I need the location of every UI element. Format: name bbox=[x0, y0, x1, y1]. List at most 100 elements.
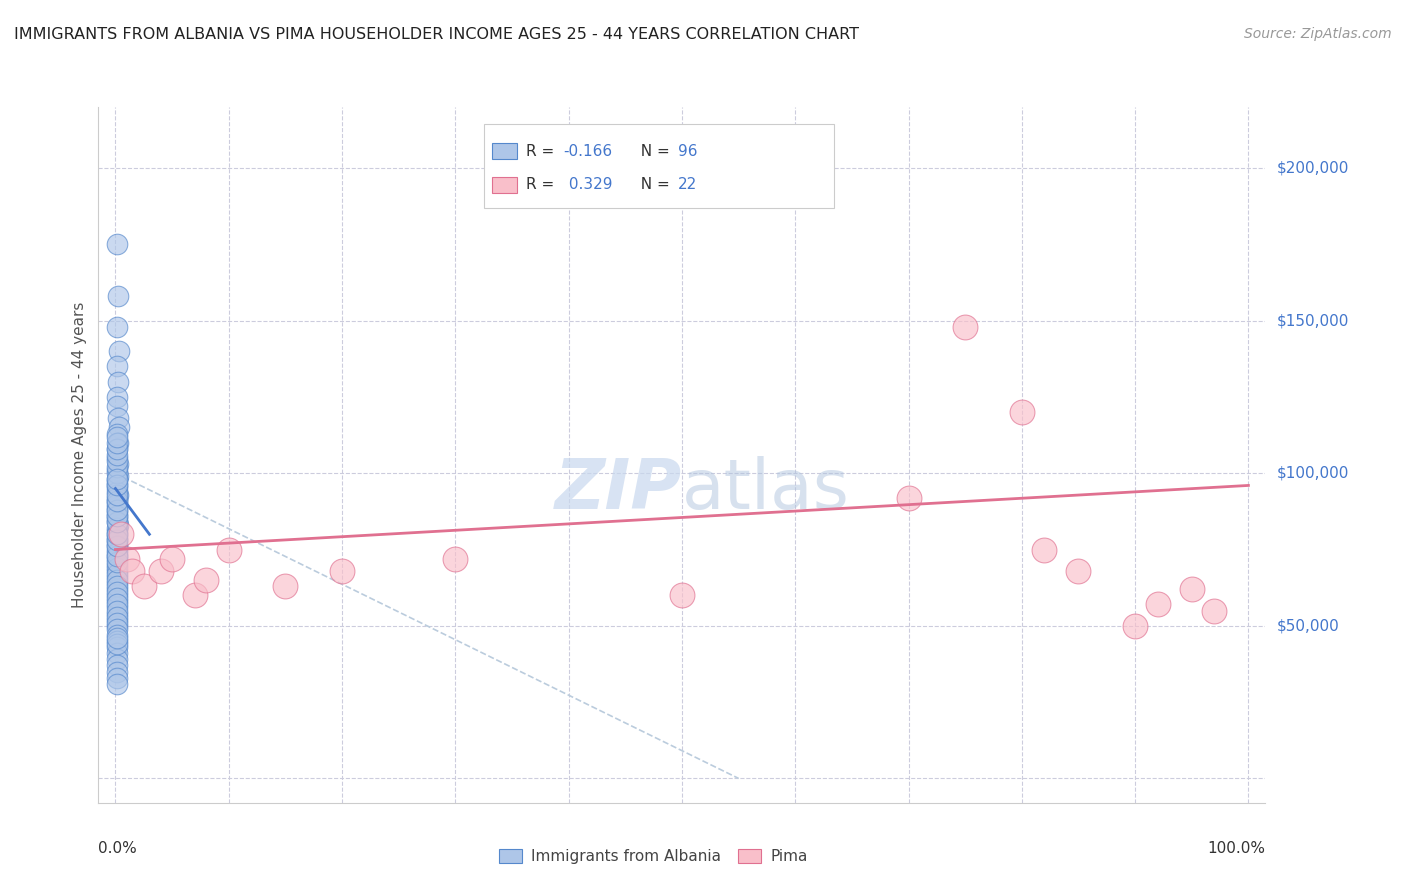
Point bbox=[105, 319, 128, 334]
Text: N =: N = bbox=[631, 177, 675, 192]
Point bbox=[105, 609, 128, 624]
Point bbox=[105, 506, 128, 520]
Point bbox=[444, 551, 467, 566]
Point bbox=[105, 463, 128, 477]
Point bbox=[105, 573, 128, 587]
Text: 22: 22 bbox=[678, 177, 697, 192]
Text: $150,000: $150,000 bbox=[1277, 313, 1348, 328]
Point bbox=[105, 613, 128, 627]
Text: 100.0%: 100.0% bbox=[1208, 841, 1265, 856]
Point bbox=[105, 237, 128, 252]
Point bbox=[107, 469, 129, 483]
Text: IMMIGRANTS FROM ALBANIA VS PIMA HOUSEHOLDER INCOME AGES 25 - 44 YEARS CORRELATIO: IMMIGRANTS FROM ALBANIA VS PIMA HOUSEHOL… bbox=[14, 27, 859, 42]
Point bbox=[105, 549, 128, 563]
Point bbox=[1033, 542, 1056, 557]
Point bbox=[105, 637, 128, 651]
Point bbox=[105, 435, 128, 450]
Point bbox=[218, 542, 240, 557]
Point bbox=[105, 640, 128, 655]
Point bbox=[105, 472, 128, 486]
Point bbox=[105, 512, 128, 526]
Point bbox=[107, 411, 129, 425]
Point bbox=[105, 426, 128, 441]
Point bbox=[105, 540, 128, 554]
Text: R =: R = bbox=[526, 144, 558, 159]
Point bbox=[105, 442, 128, 456]
Point bbox=[897, 491, 920, 505]
Point bbox=[105, 508, 128, 523]
Point bbox=[105, 478, 128, 492]
Point bbox=[105, 540, 128, 554]
Point bbox=[121, 564, 143, 578]
Point bbox=[110, 527, 132, 541]
Point bbox=[105, 448, 128, 462]
Point bbox=[105, 475, 128, 490]
Point bbox=[183, 588, 205, 602]
Point bbox=[105, 542, 128, 557]
Point bbox=[953, 319, 976, 334]
Point bbox=[105, 600, 128, 615]
Point bbox=[108, 420, 131, 434]
Point bbox=[1123, 619, 1146, 633]
Point bbox=[105, 521, 128, 535]
Point bbox=[107, 435, 129, 450]
Point bbox=[105, 533, 128, 548]
Text: Pima: Pima bbox=[770, 849, 808, 863]
Point bbox=[105, 493, 128, 508]
Point bbox=[108, 344, 131, 359]
Point bbox=[105, 533, 128, 548]
Point bbox=[107, 457, 129, 471]
Point bbox=[105, 503, 128, 517]
Point bbox=[105, 467, 128, 481]
Point bbox=[105, 530, 128, 544]
Point bbox=[107, 375, 129, 389]
Point bbox=[105, 591, 128, 606]
Point bbox=[105, 555, 128, 569]
Point bbox=[274, 579, 297, 593]
Point bbox=[105, 594, 128, 608]
Point bbox=[105, 576, 128, 591]
Point bbox=[1011, 405, 1033, 419]
Point bbox=[105, 561, 128, 575]
Point bbox=[105, 671, 128, 685]
Point bbox=[671, 588, 693, 602]
Text: R =: R = bbox=[526, 177, 558, 192]
Point bbox=[105, 429, 128, 443]
Point bbox=[105, 450, 128, 465]
Point bbox=[105, 603, 128, 617]
Point bbox=[105, 515, 128, 529]
Point bbox=[105, 619, 128, 633]
Point bbox=[105, 570, 128, 584]
Point bbox=[105, 460, 128, 475]
Point bbox=[105, 359, 128, 374]
Point bbox=[105, 598, 128, 612]
Point bbox=[107, 289, 129, 303]
Point bbox=[105, 628, 128, 642]
Point bbox=[105, 503, 128, 517]
Point bbox=[105, 582, 128, 597]
Point bbox=[105, 646, 128, 660]
Point bbox=[195, 573, 218, 587]
Point bbox=[105, 527, 128, 541]
Point bbox=[105, 497, 128, 511]
Point bbox=[160, 551, 183, 566]
Y-axis label: Householder Income Ages 25 - 44 years: Householder Income Ages 25 - 44 years bbox=[72, 301, 87, 608]
Point bbox=[105, 524, 128, 539]
Point bbox=[105, 658, 128, 673]
Point bbox=[105, 515, 128, 529]
Point bbox=[105, 536, 128, 550]
Point bbox=[105, 500, 128, 514]
Point bbox=[105, 508, 128, 523]
Text: atlas: atlas bbox=[682, 456, 849, 524]
Point bbox=[132, 579, 155, 593]
Point bbox=[1067, 564, 1090, 578]
Point bbox=[149, 564, 172, 578]
Point bbox=[105, 566, 128, 581]
Point bbox=[105, 549, 128, 563]
Point bbox=[105, 491, 128, 505]
Point bbox=[105, 478, 128, 492]
Point bbox=[105, 545, 128, 559]
Point bbox=[105, 585, 128, 599]
Point bbox=[105, 493, 128, 508]
Point bbox=[105, 588, 128, 602]
